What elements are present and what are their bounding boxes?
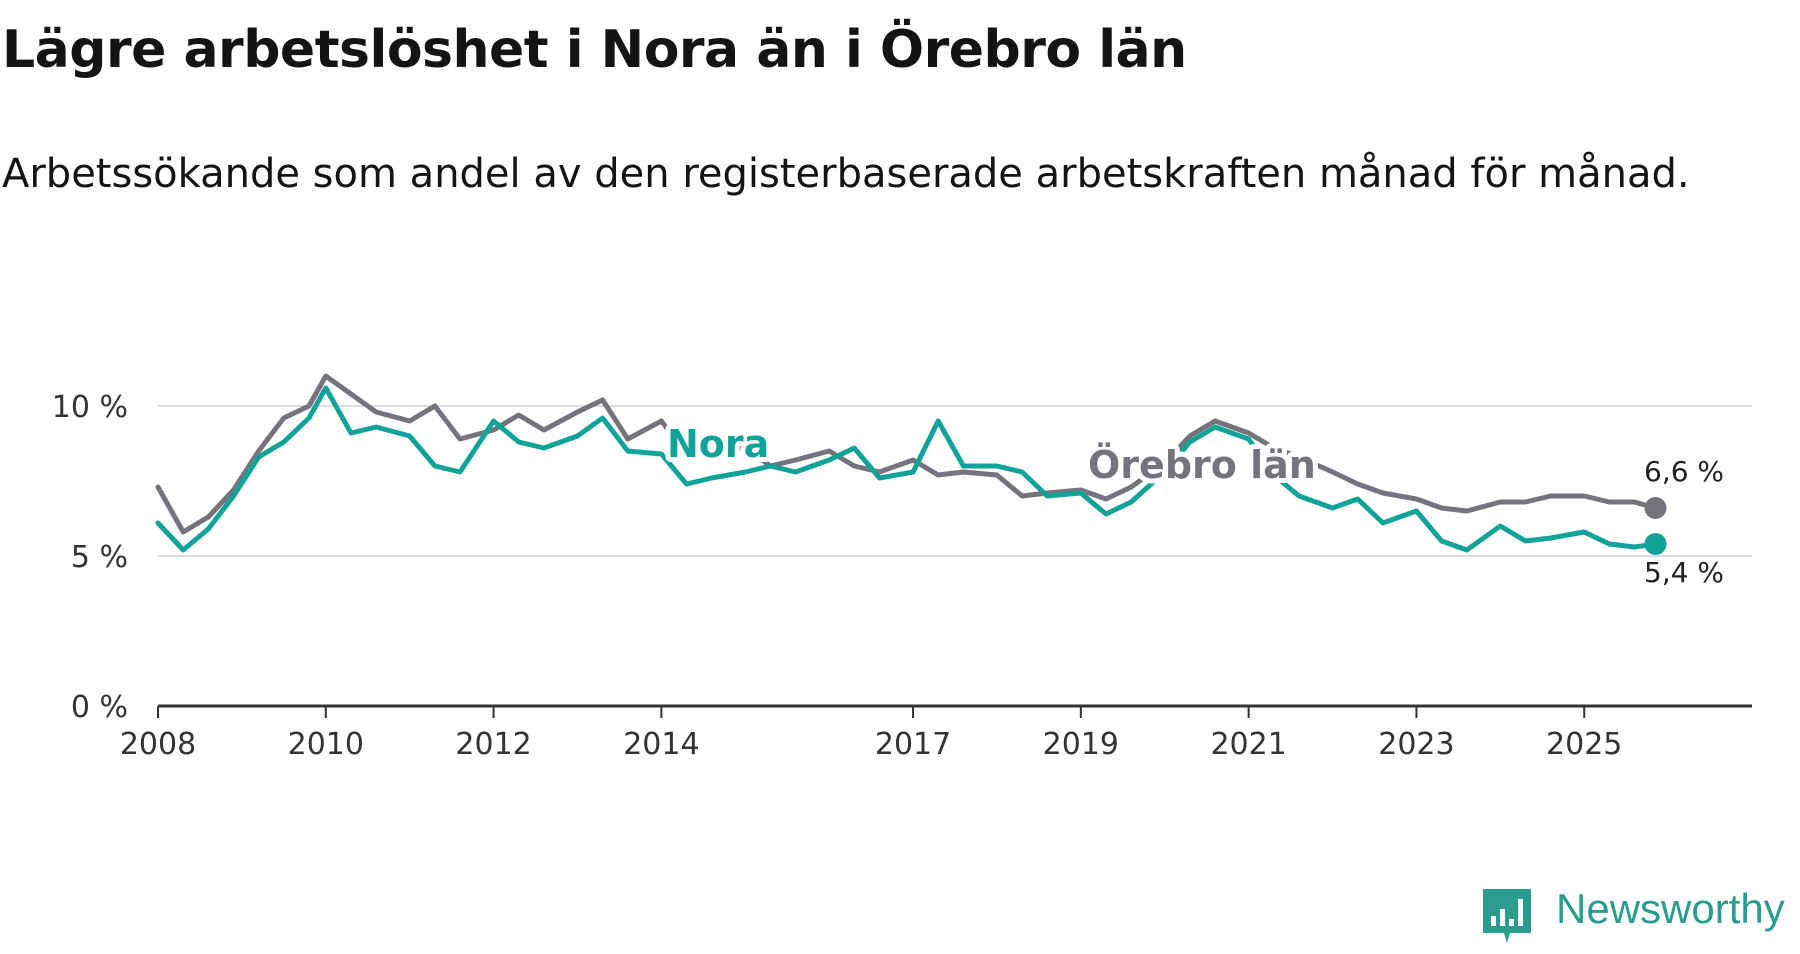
x-tick-label: 2008 [120, 727, 196, 762]
x-tick-label: 2019 [1043, 727, 1119, 762]
y-tick-label: 5 % [71, 540, 128, 575]
x-tick-label: 2021 [1210, 727, 1286, 762]
end-label-nora-halo: 5,4 % [1644, 556, 1724, 589]
x-tick-label: 2017 [875, 727, 951, 762]
end-label-orebro-lan-halo: 6,6 % [1644, 455, 1724, 488]
x-tick-label: 2012 [455, 727, 531, 762]
series-line-orebro-lan [155, 373, 1658, 535]
x-tick-label: 2023 [1378, 727, 1454, 762]
chart-subtitle: Arbetssökande som andel av den registerb… [2, 151, 1690, 197]
series-label-orebro-lan: Örebro län [1088, 443, 1316, 487]
series-line-nora [155, 385, 1658, 553]
end-label-nora: 5,4 % [1644, 556, 1724, 589]
newsworthy-logo-icon [1483, 889, 1531, 943]
line-chart: 0 % 5 % 10 % 2008 2010 2012 2014 2017 2019 2021 20… [52, 373, 1752, 762]
chart-title: Lägre arbetslöshet i Nora än i Örebro lä… [2, 20, 1187, 80]
x-tick-label: 2014 [623, 727, 699, 762]
end-point-orebro-lan [1644, 497, 1667, 519]
y-tick-label: 10 % [52, 390, 128, 425]
y-tick-label: 0 % [71, 690, 128, 725]
x-tick-label: 2010 [288, 727, 364, 762]
series-label-nora: Nora [667, 422, 769, 466]
end-label-orebro-lan: 6,6 % [1644, 455, 1724, 488]
x-tick-label: 2025 [1546, 727, 1622, 762]
series-label-nora-halo: Nora [667, 422, 769, 466]
series-label-orebro-lan-halo: Örebro län [1088, 443, 1316, 487]
end-point-nora [1644, 533, 1667, 555]
brand-name: Newsworthy [1556, 885, 1785, 932]
